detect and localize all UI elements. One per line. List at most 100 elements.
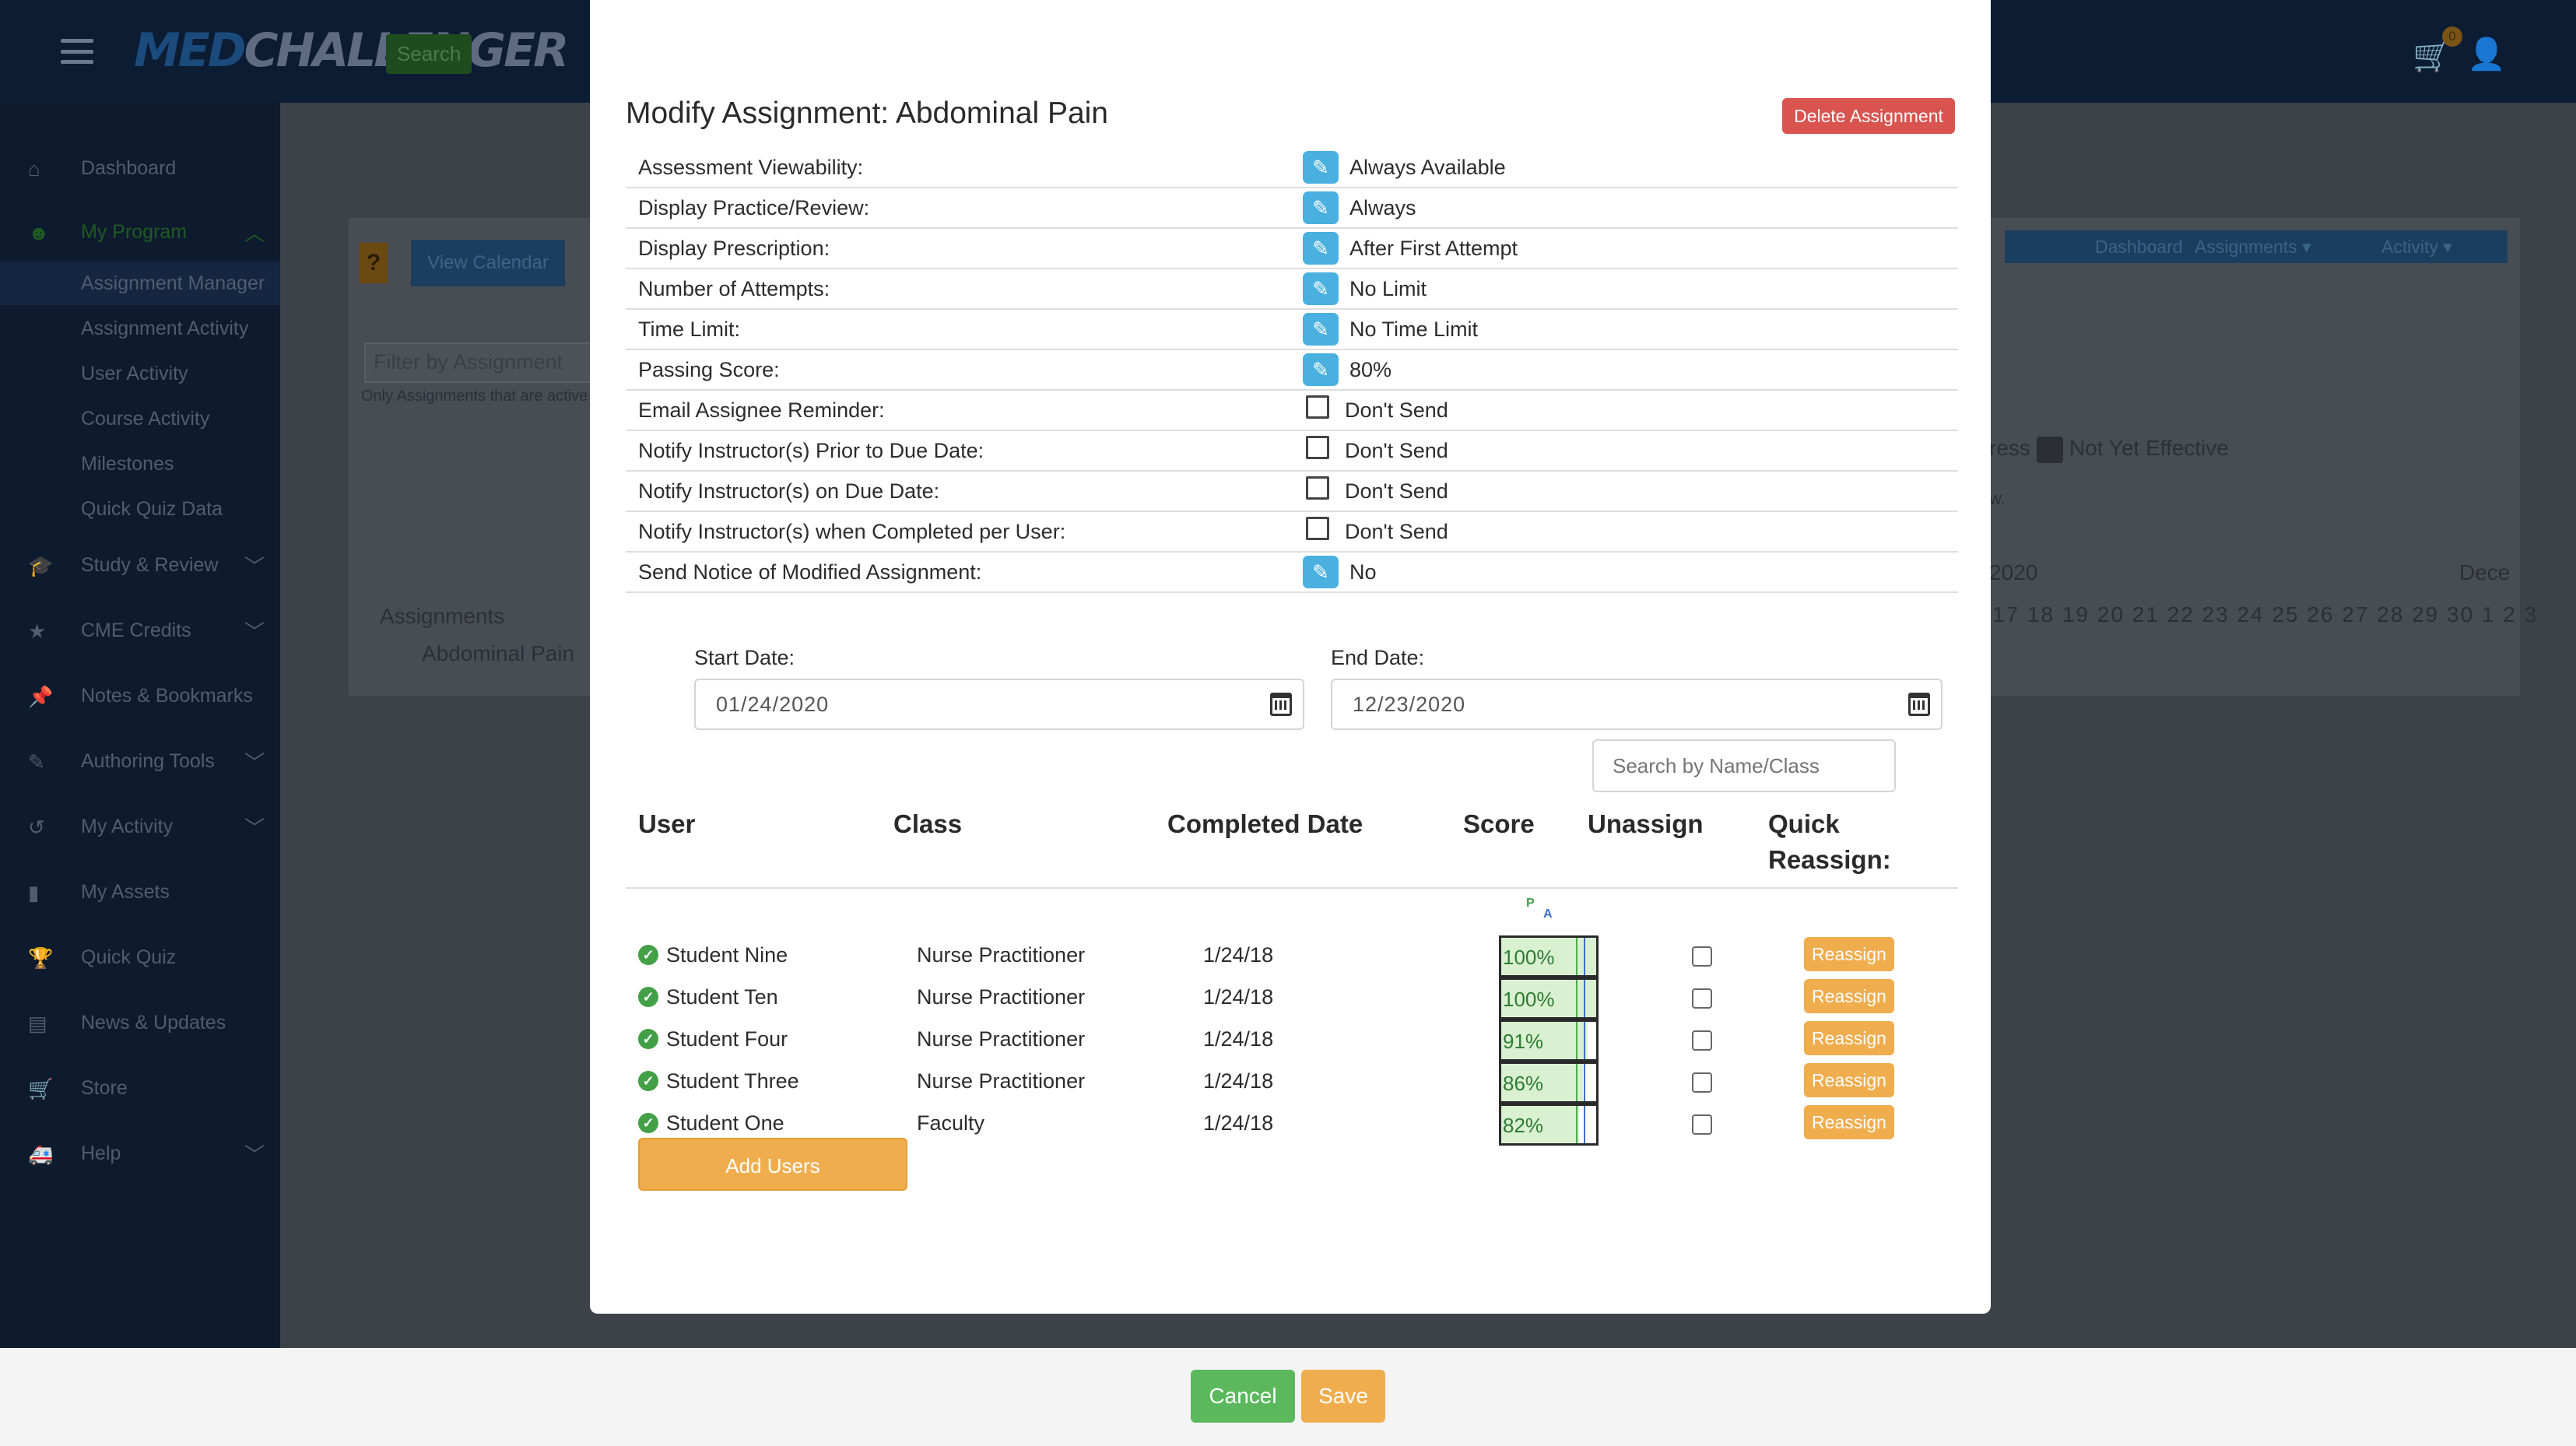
sidebar-subitem-quick-quiz-data[interactable]: Quick Quiz Data xyxy=(81,498,223,520)
add-users-button[interactable]: Add Users xyxy=(638,1138,907,1191)
setting-checkbox[interactable] xyxy=(1306,395,1329,419)
chevron-up-icon: ︿ xyxy=(244,222,265,245)
tab-activity[interactable]: Activity ▾ xyxy=(2381,237,2452,257)
chevron-down-icon: ﹀ xyxy=(244,555,265,578)
setting-row: Passing Score: ✎ 80% xyxy=(626,350,1958,391)
score-value: 100% xyxy=(1503,946,1555,969)
sidebar-subitem-course-activity[interactable]: Course Activity xyxy=(81,408,210,430)
start-date-input[interactable]: 01/24/2020 xyxy=(694,679,1304,730)
sidebar-subitem-milestones[interactable]: Milestones xyxy=(81,453,174,475)
edit-icon[interactable]: ✎ xyxy=(1303,272,1339,305)
reassign-button[interactable]: Reassign xyxy=(1804,1105,1894,1139)
edit-icon[interactable]: ✎ xyxy=(1303,151,1339,184)
table-row: ✓ Student One Faculty 1/24/18 82% Reassign xyxy=(626,1104,1958,1146)
sidebar-item-my-assets[interactable]: ▮ My Assets xyxy=(28,881,170,904)
setting-value: Don't Send xyxy=(1345,398,1448,422)
score-bar: 82% xyxy=(1499,1104,1599,1146)
edit-icon[interactable]: ✎ xyxy=(1303,556,1339,588)
graduation-cap-icon: 🎓 xyxy=(28,554,54,577)
sidebar-item-help[interactable]: 🚑 Help ﹀ xyxy=(0,1132,280,1177)
app-logo[interactable]: MEDCHALLENGER xyxy=(134,23,569,78)
user-name[interactable]: Student Four xyxy=(666,1027,788,1051)
setting-checkbox[interactable] xyxy=(1306,517,1329,540)
view-calendar-button[interactable]: View Calendar xyxy=(411,240,565,286)
unassign-checkbox[interactable] xyxy=(1692,1030,1712,1051)
setting-checkbox[interactable] xyxy=(1306,436,1329,459)
setting-row: Email Assignee Reminder: Don't Send xyxy=(626,391,1958,431)
setting-value: After First Attempt xyxy=(1349,237,1518,260)
certificate-icon: ★ xyxy=(28,619,47,643)
sidebar-item-my-activity[interactable]: ↺ My Activity ﹀ xyxy=(0,805,280,850)
home-icon: ⌂ xyxy=(28,157,40,181)
user-account-icon[interactable]: 👤 xyxy=(2467,37,2506,72)
unassign-checkbox[interactable] xyxy=(1692,988,1712,1009)
sidebar-item-news-updates[interactable]: ▤ News & Updates xyxy=(28,1012,226,1035)
sidebar-subitem-user-activity[interactable]: User Activity xyxy=(81,363,188,384)
calendar-icon[interactable] xyxy=(1270,693,1292,716)
setting-row: Display Practice/Review: ✎ Always xyxy=(626,188,1958,229)
user-class: Nurse Practitioner xyxy=(917,1027,1086,1051)
completed-date: 1/24/18 xyxy=(1203,943,1274,967)
calendar-icon[interactable] xyxy=(1908,693,1930,716)
passing-score-line xyxy=(1576,1022,1578,1059)
setting-label: Assessment Viewability: xyxy=(638,156,864,179)
tab-dashboard[interactable]: Dashboard xyxy=(2095,237,2183,257)
unassign-checkbox[interactable] xyxy=(1692,1072,1712,1093)
search-button[interactable]: Search xyxy=(386,34,472,74)
setting-label: Notify Instructor(s) on Due Date: xyxy=(638,479,940,503)
setting-label: Display Practice/Review: xyxy=(638,196,870,219)
help-question-icon[interactable]: ? xyxy=(360,243,388,283)
setting-checkbox[interactable] xyxy=(1306,476,1329,500)
sidebar-item-store[interactable]: 🛒 Store xyxy=(28,1077,128,1100)
cart-icon[interactable]: 🛒 xyxy=(2413,39,2451,73)
score-fill xyxy=(1501,1106,1580,1143)
user-name[interactable]: Student Ten xyxy=(666,985,778,1009)
sidebar-item-notes-bookmarks[interactable]: 📌 Notes & Bookmarks xyxy=(28,685,253,708)
edit-icon[interactable]: ✎ xyxy=(1303,232,1339,265)
sidebar-item-cme-credits[interactable]: ★ CME Credits ﹀ xyxy=(0,609,280,654)
setting-label: Notify Instructor(s) when Completed per … xyxy=(638,520,1066,543)
column-header-quick-reassign: Quick Reassign: xyxy=(1768,809,1891,874)
passing-score-line xyxy=(1576,980,1578,1017)
table-row: ✓ Student Three Nurse Practitioner 1/24/18 8… xyxy=(626,1062,1958,1104)
cancel-button[interactable]: Cancel xyxy=(1191,1370,1295,1423)
delete-assignment-button[interactable]: Delete Assignment xyxy=(1782,98,1955,134)
completed-date: 1/24/18 xyxy=(1203,985,1274,1009)
pin-icon: 📌 xyxy=(28,685,54,708)
table-row: ✓ Student Nine Nurse Practitioner 1/24/18 10… xyxy=(626,935,1958,977)
search-by-name-class-input[interactable] xyxy=(1592,739,1896,792)
reassign-button[interactable]: Reassign xyxy=(1804,1021,1894,1055)
setting-label: Time Limit: xyxy=(638,318,741,341)
sidebar-item-quick-quiz[interactable]: 🏆 Quick Quiz xyxy=(28,946,177,970)
sidebar-subitem-assignment-activity[interactable]: Assignment Activity xyxy=(81,318,249,339)
table-row: ✓ Student Four Nurse Practitioner 1/24/18 91… xyxy=(626,1020,1958,1062)
setting-row: Time Limit: ✎ No Time Limit xyxy=(626,310,1958,350)
save-button[interactable]: Save xyxy=(1301,1370,1385,1423)
hamburger-menu-icon[interactable] xyxy=(61,39,93,64)
assignment-row[interactable]: Abdominal Pain xyxy=(422,641,575,665)
user-name[interactable]: Student Three xyxy=(666,1069,799,1093)
calendar-year: 2020 xyxy=(1989,560,2038,584)
sidebar-item-study-review[interactable]: 🎓 Study & Review ﹀ xyxy=(0,543,280,588)
sidebar-item-my-program[interactable]: ☻ My Program ︿ xyxy=(0,210,280,255)
unassign-checkbox[interactable] xyxy=(1692,946,1712,967)
sidebar-item-authoring-tools[interactable]: ✎ Authoring Tools ﹀ xyxy=(0,739,280,784)
filter-by-assignment-input[interactable]: Filter by Assignment xyxy=(364,342,598,383)
newspaper-icon: ▤ xyxy=(28,1012,47,1035)
setting-value: Always Available xyxy=(1349,156,1506,179)
unassign-checkbox[interactable] xyxy=(1692,1114,1712,1135)
reassign-button[interactable]: Reassign xyxy=(1804,937,1894,971)
edit-icon[interactable]: ✎ xyxy=(1303,191,1339,224)
sidebar-item-dashboard[interactable]: ⌂ Dashboard xyxy=(28,157,177,181)
setting-value: No Time Limit xyxy=(1349,318,1479,341)
reassign-button[interactable]: Reassign xyxy=(1804,979,1894,1013)
tab-assignments[interactable]: Assignments ▾ xyxy=(2195,237,2311,257)
reassign-button[interactable]: Reassign xyxy=(1804,1063,1894,1097)
score-value: 91% xyxy=(1503,1030,1544,1053)
sidebar-subitem-assignment-manager[interactable]: Assignment Manager xyxy=(0,261,280,305)
edit-icon[interactable]: ✎ xyxy=(1303,353,1339,386)
user-name[interactable]: Student One xyxy=(666,1111,784,1135)
end-date-input[interactable]: 12/23/2020 xyxy=(1331,679,1943,730)
user-name[interactable]: Student Nine xyxy=(666,943,788,967)
edit-icon[interactable]: ✎ xyxy=(1303,313,1339,346)
